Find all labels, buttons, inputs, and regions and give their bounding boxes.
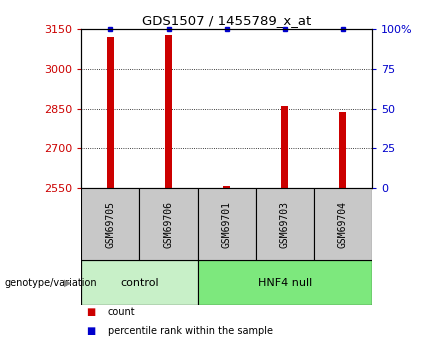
Bar	[281, 106, 288, 188]
Bar	[339, 112, 346, 188]
Text: GSM69704: GSM69704	[338, 201, 348, 248]
Bar	[314, 188, 372, 260]
Bar	[198, 260, 372, 305]
Text: ■: ■	[86, 326, 95, 336]
Text: HNF4 null: HNF4 null	[257, 278, 312, 288]
Bar	[198, 188, 256, 260]
Text: control: control	[120, 278, 159, 288]
Text: GSM69701: GSM69701	[222, 201, 231, 248]
Text: ▶: ▶	[64, 278, 71, 288]
Text: GSM69703: GSM69703	[280, 201, 290, 248]
Bar	[81, 260, 198, 305]
Bar	[81, 188, 139, 260]
Bar	[256, 188, 314, 260]
Text: genotype/variation: genotype/variation	[4, 278, 97, 288]
Text: GSM69705: GSM69705	[106, 201, 115, 248]
Title: GDS1507 / 1455789_x_at: GDS1507 / 1455789_x_at	[142, 14, 311, 27]
Bar	[165, 34, 172, 188]
Bar	[223, 186, 230, 188]
Text: count: count	[108, 307, 136, 317]
Text: ■: ■	[86, 307, 95, 317]
Text: percentile rank within the sample: percentile rank within the sample	[108, 326, 273, 336]
Bar	[107, 37, 114, 188]
Text: GSM69706: GSM69706	[164, 201, 173, 248]
Bar	[139, 188, 198, 260]
